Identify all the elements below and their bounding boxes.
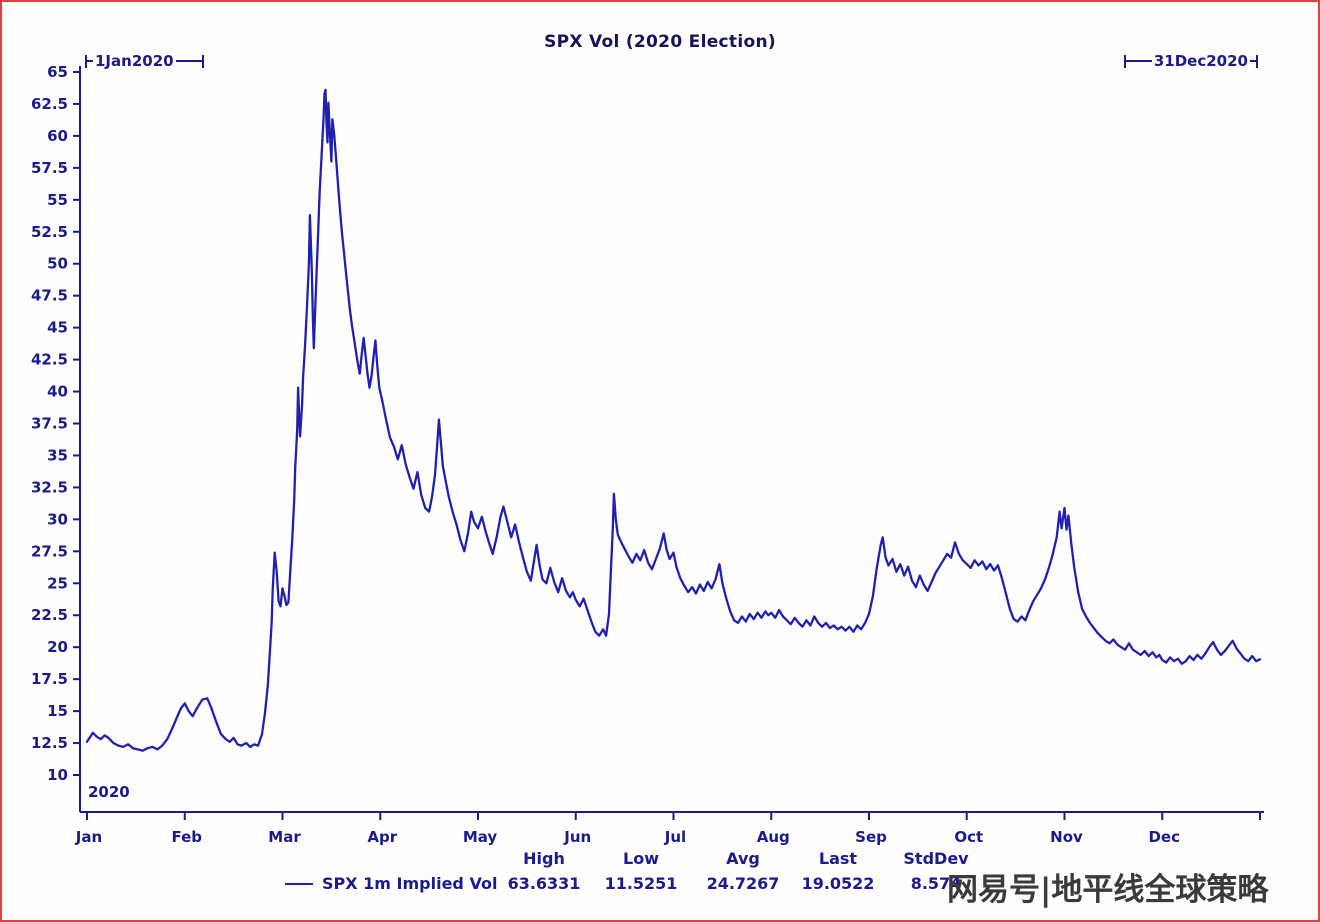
svg-text:45: 45 [47,319,68,337]
svg-text:55: 55 [47,191,68,209]
chart-title: SPX Vol (2020 Election) [544,32,776,52]
stat-avg-label: Avg [726,849,760,868]
svg-text:22.5: 22.5 [31,606,68,624]
svg-text:57.5: 57.5 [31,159,68,177]
svg-text:Jun: Jun [563,828,591,846]
range-start-label: 1Jan2020 [95,52,174,70]
svg-text:50: 50 [47,255,68,273]
svg-text:Aug: Aug [757,828,790,846]
year-label: 2020 [88,783,130,801]
range-end-tick-icon [1123,54,1126,68]
range-start-marker: 1Jan2020 [85,52,204,70]
svg-text:May: May [463,828,498,846]
svg-text:42.5: 42.5 [31,351,68,369]
stat-low-value: 11.5251 [604,874,678,893]
svg-text:62.5: 62.5 [31,95,68,113]
svg-text:Nov: Nov [1050,828,1083,846]
svg-text:60: 60 [47,127,68,145]
stat-avg: Avg 24.7267 [678,849,808,893]
svg-text:Dec: Dec [1148,828,1180,846]
svg-text:17.5: 17.5 [31,670,68,688]
svg-text:Oct: Oct [954,828,983,846]
legend-label: SPX 1m Implied Vol [322,874,498,893]
stat-high-value: 63.6331 [507,874,581,893]
stat-last-label: Last [818,849,858,868]
svg-text:Apr: Apr [367,828,397,846]
range-start-tick-icon [85,54,87,68]
svg-text:Jul: Jul [664,828,686,846]
svg-text:Jan: Jan [75,828,102,846]
range-end-endtick-icon [1256,54,1258,68]
range-start-line-long [175,60,202,62]
range-start-endtick-icon [201,54,204,68]
range-end-label: 31Dec2020 [1153,52,1248,70]
svg-text:35: 35 [47,446,68,464]
svg-text:27.5: 27.5 [31,542,68,560]
legend-spx-1m-implied-vol: SPX 1m Implied Vol [285,874,497,893]
svg-text:32.5: 32.5 [31,478,68,496]
range-start-line [87,60,93,62]
stat-last-value: 19.0522 [801,874,875,893]
range-end-line-long [1125,60,1152,62]
svg-text:37.5: 37.5 [31,415,68,433]
svg-text:Mar: Mar [268,828,301,846]
svg-text:65: 65 [47,63,68,81]
watermark-text: 网易号|地平线全球策略 [947,872,1269,908]
stat-high: High 63.6331 [479,849,609,893]
svg-text:12.5: 12.5 [31,734,68,752]
svg-text:40: 40 [47,383,68,401]
stat-stddev-value: 8.574 [910,874,962,893]
stat-avg-value: 24.7267 [706,874,780,893]
svg-text:Feb: Feb [171,828,202,846]
stat-stddev: StdDev 8.574 [871,849,1001,893]
stat-low-label: Low [623,849,659,868]
legend-line-swatch-icon [285,882,313,885]
range-end-marker: 31Dec2020 [1123,52,1258,70]
stat-high-label: High [523,849,565,868]
svg-text:15: 15 [47,702,68,720]
stat-stddev-label: StdDev [903,849,969,868]
svg-text:10: 10 [47,766,68,784]
svg-text:30: 30 [47,510,68,528]
svg-text:Sep: Sep [855,828,887,846]
range-end-line [1250,60,1256,62]
stat-last: Last 19.0522 [773,849,903,893]
svg-text:52.5: 52.5 [31,223,68,241]
svg-text:20: 20 [47,638,68,656]
stat-low: Low 11.5251 [576,849,706,893]
svg-text:25: 25 [47,574,68,592]
svg-text:47.5: 47.5 [31,287,68,305]
